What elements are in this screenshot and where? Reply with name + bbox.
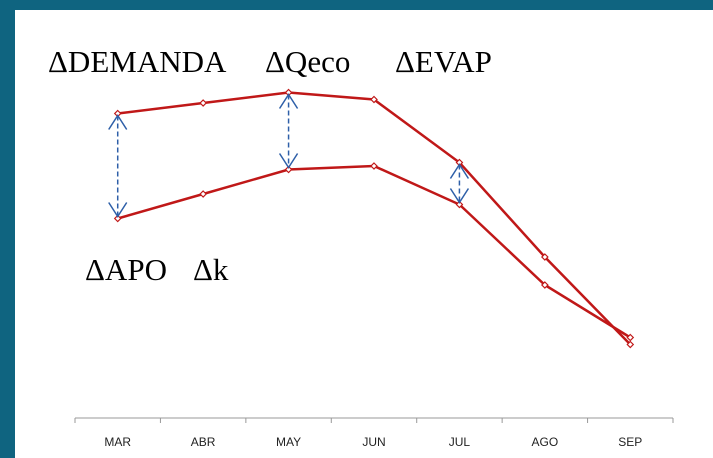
x-tick-label: ABR bbox=[191, 435, 216, 449]
x-tick-label: SEP bbox=[618, 435, 642, 449]
arrow-head bbox=[108, 202, 128, 218]
marker bbox=[370, 95, 378, 104]
arrow-head bbox=[449, 188, 470, 204]
marker bbox=[370, 162, 378, 170]
marker bbox=[455, 200, 464, 209]
marker bbox=[541, 253, 549, 261]
annotation: ΔDEMANDA bbox=[48, 44, 227, 79]
marker bbox=[199, 190, 207, 198]
arrow-head bbox=[108, 114, 128, 130]
x-tick-label: JUL bbox=[449, 435, 471, 449]
marker bbox=[626, 333, 635, 342]
marker bbox=[199, 99, 207, 107]
marker bbox=[541, 281, 549, 289]
marker bbox=[626, 340, 635, 349]
panel bbox=[15, 10, 713, 458]
annotation: ΔEVAP bbox=[395, 44, 492, 79]
arrow-head bbox=[278, 153, 299, 169]
x-tick-label: MAR bbox=[104, 435, 131, 449]
annotation: Δk bbox=[193, 252, 229, 287]
annotation: ΔQeco bbox=[265, 44, 350, 79]
marker bbox=[113, 214, 122, 223]
arrow-head bbox=[278, 93, 299, 109]
annotation: ΔAPO bbox=[85, 252, 167, 287]
arrow-head bbox=[449, 163, 470, 179]
marker bbox=[284, 165, 293, 174]
x-tick-label: JUN bbox=[362, 435, 385, 449]
x-tick-label: MAY bbox=[276, 435, 301, 449]
x-tick-label: AGO bbox=[532, 435, 559, 449]
